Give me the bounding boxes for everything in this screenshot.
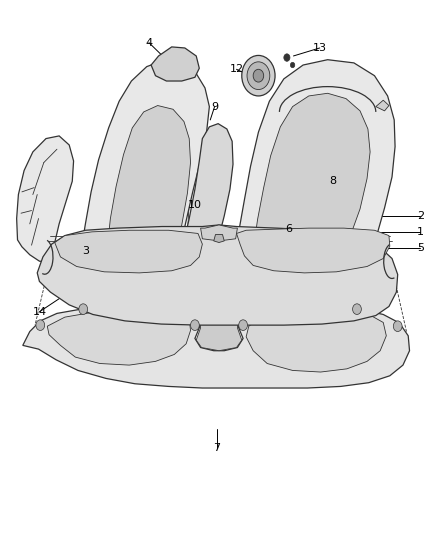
Polygon shape xyxy=(160,284,175,294)
Circle shape xyxy=(79,304,88,314)
Polygon shape xyxy=(107,273,122,285)
Text: 7: 7 xyxy=(213,443,220,453)
Polygon shape xyxy=(17,136,74,262)
Circle shape xyxy=(191,320,199,330)
Text: 8: 8 xyxy=(329,176,336,186)
Text: 5: 5 xyxy=(417,243,424,253)
Polygon shape xyxy=(81,60,209,287)
Text: 2: 2 xyxy=(417,211,424,221)
Polygon shape xyxy=(23,306,410,388)
Polygon shape xyxy=(253,93,370,268)
Text: 10: 10 xyxy=(188,200,202,210)
Polygon shape xyxy=(201,225,237,241)
Polygon shape xyxy=(183,124,233,264)
Polygon shape xyxy=(47,310,191,365)
Polygon shape xyxy=(151,47,199,81)
Polygon shape xyxy=(42,261,53,276)
Circle shape xyxy=(242,55,275,96)
Circle shape xyxy=(36,320,45,330)
Text: 1: 1 xyxy=(417,227,424,237)
Polygon shape xyxy=(246,310,386,372)
Polygon shape xyxy=(279,284,293,296)
Polygon shape xyxy=(339,289,354,300)
Polygon shape xyxy=(237,228,390,273)
Circle shape xyxy=(393,321,402,332)
Circle shape xyxy=(239,320,247,330)
Polygon shape xyxy=(37,225,398,325)
Circle shape xyxy=(284,54,290,61)
Text: 4: 4 xyxy=(145,38,152,47)
Circle shape xyxy=(247,62,270,90)
Polygon shape xyxy=(214,235,224,243)
Polygon shape xyxy=(55,230,202,273)
Polygon shape xyxy=(376,100,389,111)
Polygon shape xyxy=(196,316,242,351)
Text: 14: 14 xyxy=(32,307,46,317)
Circle shape xyxy=(353,304,361,314)
Polygon shape xyxy=(107,106,191,265)
Circle shape xyxy=(253,69,264,82)
Polygon shape xyxy=(234,60,395,293)
Text: 3: 3 xyxy=(82,246,89,255)
Text: 13: 13 xyxy=(313,43,327,53)
Text: 9: 9 xyxy=(211,102,218,111)
Text: 12: 12 xyxy=(230,64,244,74)
Circle shape xyxy=(290,62,295,68)
Text: 6: 6 xyxy=(286,224,293,234)
